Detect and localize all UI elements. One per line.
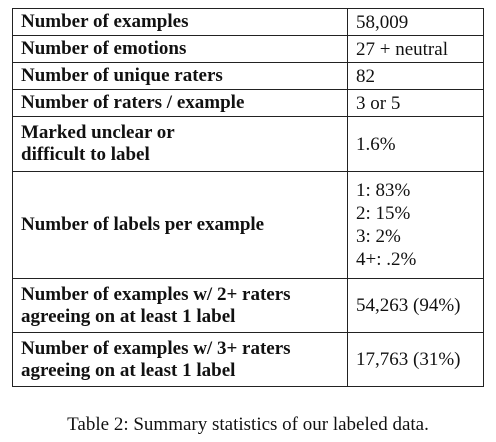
row-value: 58,009: [356, 11, 409, 33]
table-row: Marked unclear or difficult to label 1.6%: [12, 116, 484, 172]
row-value: 2: 15%: [356, 203, 411, 224]
row-value-cell: 27 + neutral: [347, 35, 484, 63]
table-row: Number of raters / example 3 or 5: [12, 89, 484, 117]
row-value-cell: 54,263 (94%): [347, 278, 484, 333]
table-container: Number of examples 58,009 Number of emotio…: [12, 8, 484, 387]
row-value: 82: [356, 65, 375, 87]
row-label: Number of unique raters: [21, 65, 223, 86]
table-row: Number of labels per example 1: 83% 2: 15%…: [12, 171, 484, 279]
row-value-cell: 1.6%: [347, 116, 484, 172]
row-label-cell: Number of emotions: [12, 35, 348, 63]
row-label: Number of labels per example: [21, 214, 265, 235]
row-label: agreeing on at least 1 label: [21, 359, 236, 381]
table-row: Number of unique raters 82: [12, 62, 484, 90]
row-label: agreeing on at least 1 label: [21, 305, 236, 327]
row-value-cell: 82: [347, 62, 484, 90]
row-label: Marked unclear or: [21, 122, 175, 143]
row-value: 4+: .2%: [356, 249, 417, 270]
row-label-cell: Number of labels per example: [12, 171, 348, 279]
row-label-cell: Number of raters / example: [12, 89, 348, 117]
row-value-cell: 1: 83% 2: 15% 3: 2% 4+: .2%: [347, 171, 484, 279]
table-row: Number of emotions 27 + neutral: [12, 35, 484, 63]
row-label: Number of examples w/ 3+ raters: [21, 337, 291, 359]
row-label: Number of raters / example: [21, 92, 245, 113]
row-label-cell: Number of examples w/ 3+ raters agreeing …: [12, 332, 348, 387]
row-value: 54,263 (94%): [356, 295, 461, 316]
row-label-cell: Number of examples w/ 2+ raters agreeing …: [12, 278, 348, 333]
row-value-cell: 58,009: [347, 8, 484, 36]
row-value: 1.6%: [356, 133, 396, 155]
row-label: Number of examples w/ 2+ raters: [21, 283, 291, 305]
row-value: 3 or 5: [356, 92, 401, 114]
row-value: 1: 83%: [356, 180, 411, 201]
summary-table: Number of examples 58,009 Number of emotio…: [12, 8, 484, 387]
row-value-cell: 17,763 (31%): [347, 332, 484, 387]
table-row: Number of examples w/ 3+ raters agreeing …: [12, 332, 484, 387]
row-label-cell: Number of examples: [12, 8, 348, 36]
row-value-cell: 3 or 5: [347, 89, 484, 117]
row-value: 17,763 (31%): [356, 349, 461, 370]
row-label-cell: Number of unique raters: [12, 62, 348, 90]
table-row: Number of examples 58,009: [12, 8, 484, 36]
row-value: 3: 2%: [356, 226, 401, 247]
row-label: difficult to label: [21, 144, 150, 165]
row-label: Number of examples: [21, 11, 189, 32]
caption: Table 2: Summary statistics of our label…: [67, 414, 429, 435]
table-row: Number of examples w/ 2+ raters agreeing …: [12, 278, 484, 333]
row-label-cell: Marked unclear or difficult to label: [12, 116, 348, 172]
row-value: 27 + neutral: [356, 38, 448, 60]
row-label: Number of emotions: [21, 38, 187, 59]
